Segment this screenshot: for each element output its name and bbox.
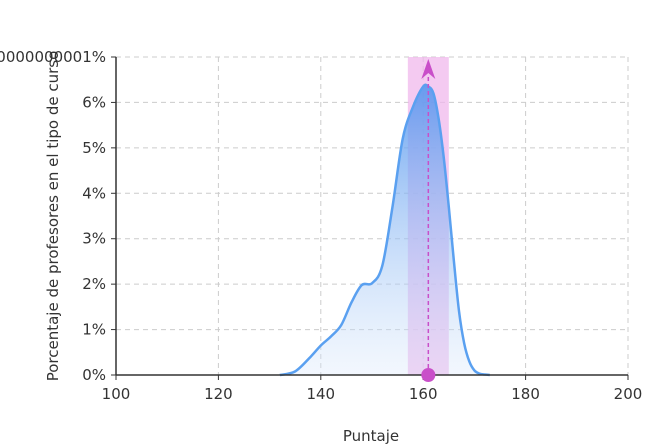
tick-labels: 100 120 140 160 180 200 0% 1% 2% 3% 4% 5% 6% 0.070000… <box>0 48 642 403</box>
y-tick-label: 1% <box>82 321 106 339</box>
series-area <box>279 84 490 376</box>
axes <box>111 56 629 380</box>
y-tick-label: 3% <box>82 230 106 248</box>
marker-dot <box>421 368 436 382</box>
x-tick-label: 140 <box>306 385 335 403</box>
x-tick-label: 180 <box>511 385 540 403</box>
x-tick-label: 100 <box>102 385 131 403</box>
x-axis-label: Puntaje <box>343 427 399 445</box>
y-tick-label: 0.07000000000000001% <box>0 48 106 66</box>
grid-lines <box>116 56 629 375</box>
series-line <box>279 83 490 377</box>
y-tick-label: 5% <box>82 139 106 157</box>
marker-arrow-icon <box>421 59 436 79</box>
x-tick-label: 120 <box>204 385 233 403</box>
y-tick-label: 4% <box>82 184 106 202</box>
marker-layer <box>421 59 436 382</box>
y-tick-label: 2% <box>82 275 106 293</box>
x-tick-label: 200 <box>614 385 643 403</box>
y-tick-label: 6% <box>82 93 106 111</box>
y-axis-label: Porcentaje de profesores en el tipo de c… <box>44 51 62 382</box>
series-layer <box>279 83 490 377</box>
y-tick-label: 0% <box>82 366 106 384</box>
x-tick-label: 160 <box>409 385 438 403</box>
